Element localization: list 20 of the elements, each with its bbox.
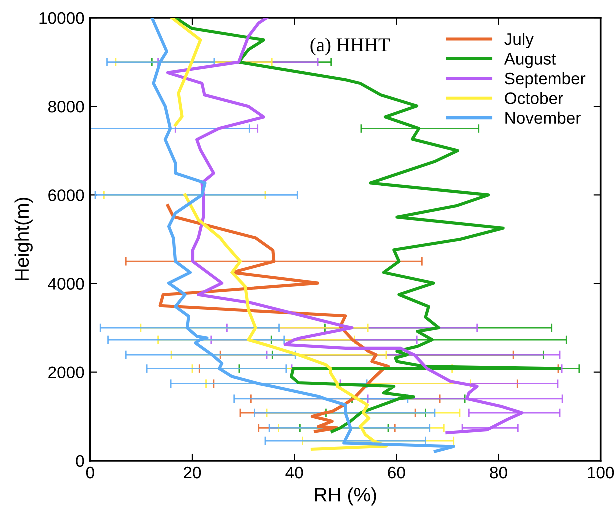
legend-label: July [504, 33, 534, 49]
y-tick-label: 4000 [48, 278, 84, 290]
annotation: (a) HHHT [310, 38, 390, 56]
y-tick-label: 10000 [40, 12, 84, 24]
y-tick-label: 8000 [48, 101, 84, 113]
y-tick-label: 6000 [48, 190, 84, 202]
y-tick-label: 0 [76, 455, 84, 468]
legend-label: October [505, 92, 564, 104]
x-tick-label: 60 [388, 466, 406, 479]
x-tick-label: 40 [286, 466, 304, 479]
x-tick-label: 100 [588, 466, 614, 479]
x-tick-label: 20 [184, 466, 202, 479]
legend-label: September [505, 72, 586, 88]
x-tick-label: 0 [86, 466, 94, 479]
y-axis-title: Height(m) [14, 198, 33, 281]
y-tick-label: 2000 [48, 366, 84, 379]
x-axis-title: RH (%) [315, 488, 376, 506]
legend-label: August [504, 53, 556, 68]
legend-label: November [506, 112, 581, 124]
x-tick-label: 80 [490, 466, 508, 479]
